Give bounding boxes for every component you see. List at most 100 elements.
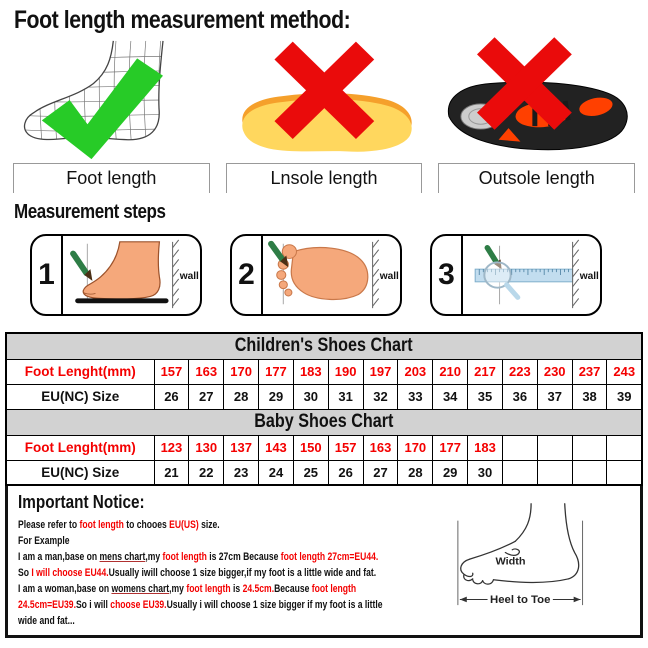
method-panel-label-box: Outsole length — [438, 163, 636, 193]
method-panel-label: Lnsole length — [270, 168, 378, 188]
table-cell: 26 — [327, 459, 364, 486]
step-box-1: 1 wall — [30, 234, 202, 316]
chart-title-row: Children's Shoes Chart — [5, 332, 643, 360]
red-x-icon — [477, 37, 573, 130]
notice-line: I am a woman,base on womens chart,my foo… — [18, 581, 497, 597]
notice-line: So I will choose EU44.Usually iwill choo… — [18, 565, 497, 581]
notice-text-segment: Please refer to — [18, 519, 80, 531]
table-cell: 22 — [188, 459, 225, 486]
notice-line: Please refer to foot length to chooes EU… — [18, 517, 497, 533]
table-cell: 137 — [223, 434, 260, 461]
chart-title: Baby Shoes Chart — [5, 408, 643, 436]
step-1-illustration: wall — [63, 236, 200, 314]
table-cell: 31 — [327, 383, 364, 410]
table-cell: 157 — [153, 358, 190, 385]
notice-text-segment: size. — [198, 519, 220, 531]
wall-label: wall — [179, 271, 199, 282]
toes — [276, 244, 297, 297]
table-cell: 230 — [536, 358, 573, 385]
measurement-steps: 1 wall — [0, 224, 648, 316]
table-cell — [501, 434, 538, 461]
notice-text-segment: ,my — [145, 551, 163, 563]
table-cell — [606, 459, 643, 486]
notice-line: I am a man,base on mens chart,my foot le… — [18, 549, 497, 565]
table-cell — [571, 459, 608, 486]
table-cell — [536, 434, 573, 461]
notice-text-segment: EU(US) — [169, 519, 199, 531]
notice-text-segment: So i will — [75, 599, 111, 611]
table-cell — [571, 434, 608, 461]
table-cell: 33 — [397, 383, 434, 410]
wall-hatch — [372, 239, 380, 309]
pencil-icon — [268, 240, 286, 263]
row-header: EU(NC) Size — [5, 383, 155, 410]
table-cell — [606, 434, 643, 461]
pencil-icon — [70, 250, 90, 276]
table-cell: 170 — [397, 434, 434, 461]
notice-text-segment: Usually iwill choose 1 size bigger,if my… — [108, 567, 377, 579]
step-3-illustration: wall — [463, 236, 600, 314]
wall-label: wall — [379, 271, 399, 282]
chart-title: Children's Shoes Chart — [5, 332, 643, 360]
table-cell: 29 — [258, 383, 294, 410]
table-cell: 36 — [501, 383, 538, 410]
table-cell: 130 — [188, 434, 225, 461]
table-cell: 243 — [606, 358, 643, 385]
notice-text-segment: I am a woman,base on — [18, 583, 112, 595]
table-row: EU(NC) Size 26 27 28 29 30 31 32 33 34 35 36 37 38 39 — [5, 383, 643, 410]
step-number: 2 — [232, 236, 263, 314]
row-header: Foot Lenght(mm) — [5, 358, 155, 385]
notice-text-segment: foot length — [79, 519, 124, 531]
notice-lines: Please refer to foot length to chooes EU… — [18, 517, 632, 629]
table-cell: 210 — [432, 358, 469, 385]
row-header: EU(NC) Size — [5, 459, 155, 486]
notice-text-segment: Usually i will choose 1 size bigger if m… — [166, 599, 383, 611]
table-cell: 23 — [223, 459, 260, 486]
table-cell: 21 — [153, 459, 190, 486]
table-cell: 217 — [467, 358, 503, 385]
table-cell: 157 — [327, 434, 364, 461]
table-cell: 223 — [501, 358, 538, 385]
notice-text-segment: foot length — [311, 583, 357, 595]
table-cell: 183 — [292, 358, 329, 385]
table-cell: 39 — [606, 383, 643, 410]
step-number: 1 — [32, 236, 63, 314]
step-box-2: 2 — [230, 234, 402, 316]
table-cell: 35 — [467, 383, 503, 410]
chart-title-row: Baby Shoes Chart — [5, 408, 643, 436]
magnifier-icon — [483, 261, 512, 289]
size-chart-table: Children's Shoes Chart Foot Lenght(mm) 157… — [5, 332, 643, 486]
method-panel-label: Foot length — [66, 168, 157, 188]
notice-line: For Example — [18, 533, 497, 549]
table-cell: 30 — [292, 383, 329, 410]
width-label: Width — [495, 556, 525, 568]
table-cell: 170 — [223, 358, 260, 385]
table-cell: 190 — [327, 358, 364, 385]
method-panel-label-box: Lnsole length — [225, 163, 423, 193]
table-cell: 237 — [571, 358, 608, 385]
notice-line: wide and fat... — [18, 613, 497, 629]
table-cell: 183 — [467, 434, 503, 461]
notice-text-segment: For Example — [18, 535, 70, 547]
wall-label: wall — [579, 271, 599, 282]
wall-hatch — [572, 239, 580, 309]
arrow-right-icon — [573, 596, 581, 603]
insole-illustration — [241, 41, 412, 152]
notice-text-segment: 24.5cm=EU39. — [18, 599, 76, 611]
method-panel-outsole-length: Outsole length — [437, 37, 636, 193]
notice-text-segment: womens chart — [111, 583, 170, 595]
notice-text-segment: Because — [274, 583, 312, 595]
row-header: Foot Lenght(mm) — [5, 434, 155, 461]
notice-text-segment: So — [18, 567, 32, 579]
table-cell: 24 — [258, 459, 294, 486]
step-box-3: 3 wall — [430, 234, 602, 316]
table-cell: 163 — [362, 434, 399, 461]
notice-text-segment: to chooes — [123, 519, 170, 531]
pencil-icon — [484, 245, 500, 266]
heel-to-toe-label: Heel to Toe — [490, 594, 550, 606]
step-2-illustration: wall — [263, 236, 400, 314]
method-panels: Foot length Lnsole length — [0, 35, 648, 193]
step-number: 3 — [432, 236, 463, 314]
ruler-ticks — [478, 269, 569, 275]
